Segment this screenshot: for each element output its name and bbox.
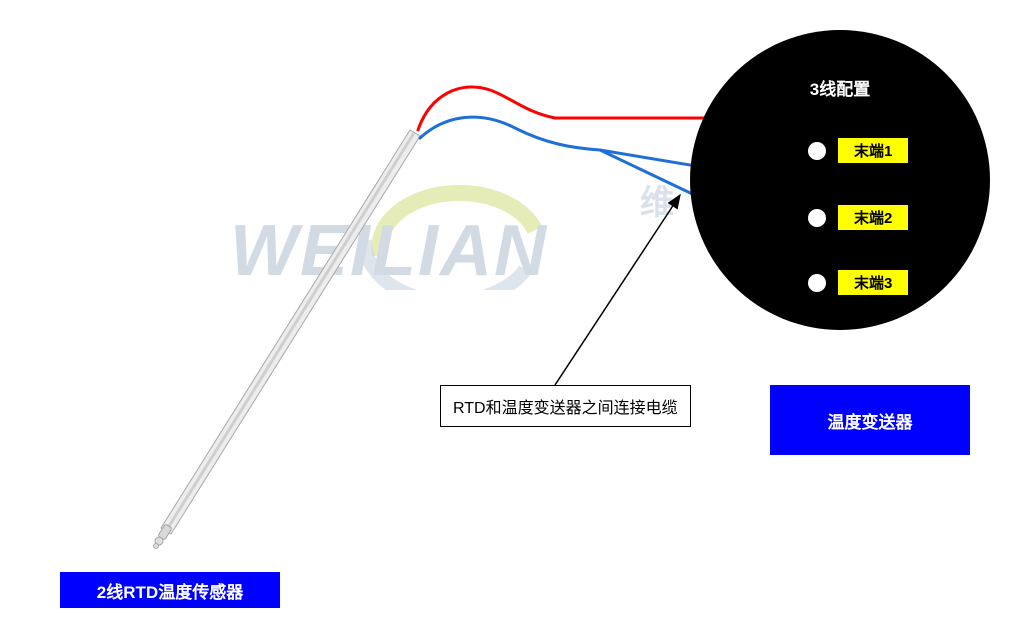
rtd-probe [154,130,421,549]
terminal-1-dot [808,142,826,160]
terminal-3-label: 末端3 [838,270,908,295]
terminal-1-label: 末端1 [838,138,908,163]
transmitter-label: 温度变送器 [770,385,970,455]
callout-arrow [555,195,680,385]
callout-text: RTD和温度变送器之间连接电缆 [440,385,691,427]
terminal-3-dot [808,274,826,292]
terminal-3: 末端3 [808,270,908,295]
connector-body: 3线配置 末端1 末端2 末端3 [690,30,990,330]
terminal-2: 末端2 [808,205,908,230]
connector-title: 3线配置 [810,75,870,100]
terminal-1: 末端1 [808,138,908,163]
terminal-2-label: 末端2 [838,205,908,230]
sensor-label: 2线RTD温度传感器 [60,572,280,608]
terminal-2-dot [808,209,826,227]
